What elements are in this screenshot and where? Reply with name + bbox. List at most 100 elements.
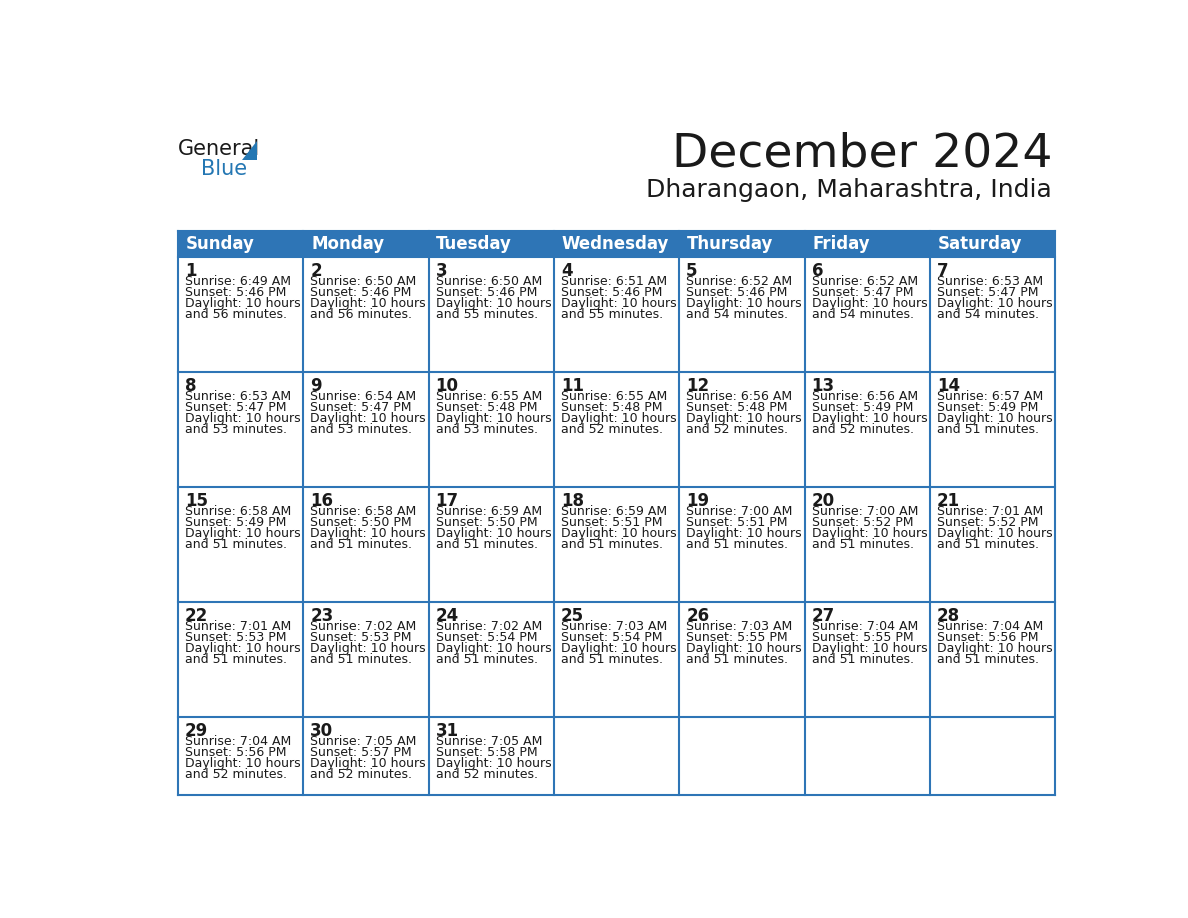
Text: Daylight: 10 hours: Daylight: 10 hours	[811, 297, 927, 310]
Text: and 56 minutes.: and 56 minutes.	[310, 308, 412, 321]
Text: Sunrise: 6:59 AM: Sunrise: 6:59 AM	[436, 505, 542, 518]
Text: Blue: Blue	[201, 160, 247, 179]
Text: Daylight: 10 hours: Daylight: 10 hours	[937, 527, 1053, 540]
Bar	[804, 487, 930, 602]
Text: and 51 minutes.: and 51 minutes.	[937, 538, 1038, 551]
Text: Sunset: 5:46 PM: Sunset: 5:46 PM	[185, 285, 286, 298]
Text: and 52 minutes.: and 52 minutes.	[436, 768, 538, 781]
Bar	[680, 602, 804, 717]
Text: Sunset: 5:52 PM: Sunset: 5:52 PM	[811, 516, 914, 529]
Text: Daylight: 10 hours: Daylight: 10 hours	[185, 412, 301, 425]
Text: 15: 15	[185, 492, 208, 509]
Bar	[554, 717, 680, 796]
Text: Tuesday: Tuesday	[436, 235, 512, 253]
Text: Daylight: 10 hours: Daylight: 10 hours	[185, 297, 301, 310]
Text: and 54 minutes.: and 54 minutes.	[937, 308, 1038, 321]
Text: 28: 28	[937, 607, 960, 625]
Bar	[804, 372, 930, 487]
Text: and 54 minutes.: and 54 minutes.	[811, 308, 914, 321]
Text: Sunset: 5:49 PM: Sunset: 5:49 PM	[811, 401, 912, 414]
Text: Sunset: 5:47 PM: Sunset: 5:47 PM	[937, 285, 1038, 298]
Bar	[680, 717, 804, 796]
Text: Sunset: 5:47 PM: Sunset: 5:47 PM	[185, 401, 286, 414]
Text: Sunset: 5:51 PM: Sunset: 5:51 PM	[561, 516, 663, 529]
Text: Thursday: Thursday	[687, 235, 773, 253]
Text: Sunset: 5:47 PM: Sunset: 5:47 PM	[811, 285, 914, 298]
Text: Sunrise: 7:00 AM: Sunrise: 7:00 AM	[687, 505, 792, 518]
Text: 5: 5	[687, 262, 697, 280]
Text: Daylight: 10 hours: Daylight: 10 hours	[561, 642, 676, 655]
Text: Daylight: 10 hours: Daylight: 10 hours	[310, 297, 425, 310]
Bar	[930, 372, 1055, 487]
Text: and 55 minutes.: and 55 minutes.	[436, 308, 538, 321]
Text: Sunrise: 7:04 AM: Sunrise: 7:04 AM	[937, 620, 1043, 633]
Bar	[930, 257, 1055, 372]
Text: Daylight: 10 hours: Daylight: 10 hours	[937, 412, 1053, 425]
Text: 29: 29	[185, 722, 208, 740]
Text: and 51 minutes.: and 51 minutes.	[811, 538, 914, 551]
Text: Daylight: 10 hours: Daylight: 10 hours	[937, 297, 1053, 310]
Text: and 56 minutes.: and 56 minutes.	[185, 308, 287, 321]
Text: Sunrise: 6:54 AM: Sunrise: 6:54 AM	[310, 389, 416, 403]
Text: December 2024: December 2024	[671, 131, 1053, 177]
Text: Daylight: 10 hours: Daylight: 10 hours	[687, 527, 802, 540]
Bar	[429, 257, 554, 372]
Text: 22: 22	[185, 607, 208, 625]
Text: 11: 11	[561, 377, 584, 395]
Text: Sunrise: 7:01 AM: Sunrise: 7:01 AM	[185, 620, 291, 633]
Bar	[178, 231, 1055, 257]
Text: 24: 24	[436, 607, 459, 625]
Text: 26: 26	[687, 607, 709, 625]
Text: Sunset: 5:52 PM: Sunset: 5:52 PM	[937, 516, 1038, 529]
Bar	[178, 372, 303, 487]
Text: 3: 3	[436, 262, 447, 280]
Text: Sunrise: 7:03 AM: Sunrise: 7:03 AM	[561, 620, 668, 633]
Text: Wednesday: Wednesday	[562, 235, 669, 253]
Bar	[680, 487, 804, 602]
Text: and 53 minutes.: and 53 minutes.	[436, 423, 538, 436]
Bar	[804, 602, 930, 717]
Text: Daylight: 10 hours: Daylight: 10 hours	[310, 527, 425, 540]
Text: 31: 31	[436, 722, 459, 740]
Polygon shape	[241, 141, 257, 161]
Text: Daylight: 10 hours: Daylight: 10 hours	[436, 412, 551, 425]
Text: Sunrise: 6:49 AM: Sunrise: 6:49 AM	[185, 274, 291, 287]
Text: Sunrise: 7:05 AM: Sunrise: 7:05 AM	[436, 734, 542, 747]
Text: and 51 minutes.: and 51 minutes.	[687, 538, 789, 551]
Text: Sunset: 5:46 PM: Sunset: 5:46 PM	[436, 285, 537, 298]
Text: 25: 25	[561, 607, 584, 625]
Text: Daylight: 10 hours: Daylight: 10 hours	[436, 297, 551, 310]
Text: 30: 30	[310, 722, 334, 740]
Text: 9: 9	[310, 377, 322, 395]
Text: 14: 14	[937, 377, 960, 395]
Text: Sunrise: 7:05 AM: Sunrise: 7:05 AM	[310, 734, 417, 747]
Bar	[303, 372, 429, 487]
Text: Sunset: 5:54 PM: Sunset: 5:54 PM	[436, 631, 537, 644]
Text: Sunrise: 7:02 AM: Sunrise: 7:02 AM	[310, 620, 417, 633]
Text: Daylight: 10 hours: Daylight: 10 hours	[310, 757, 425, 770]
Text: Sunrise: 7:01 AM: Sunrise: 7:01 AM	[937, 505, 1043, 518]
Text: Sunrise: 6:58 AM: Sunrise: 6:58 AM	[310, 505, 417, 518]
Text: Sunrise: 6:55 AM: Sunrise: 6:55 AM	[561, 389, 668, 403]
Text: 12: 12	[687, 377, 709, 395]
Text: Daylight: 10 hours: Daylight: 10 hours	[185, 527, 301, 540]
Text: and 52 minutes.: and 52 minutes.	[687, 423, 789, 436]
Text: Sunset: 5:53 PM: Sunset: 5:53 PM	[185, 631, 286, 644]
Text: General: General	[178, 140, 260, 160]
Bar	[554, 372, 680, 487]
Text: Sunset: 5:56 PM: Sunset: 5:56 PM	[937, 631, 1038, 644]
Text: 7: 7	[937, 262, 948, 280]
Text: 27: 27	[811, 607, 835, 625]
Text: and 51 minutes.: and 51 minutes.	[310, 653, 412, 666]
Bar	[680, 372, 804, 487]
Text: Sunset: 5:48 PM: Sunset: 5:48 PM	[561, 401, 663, 414]
Text: 19: 19	[687, 492, 709, 509]
Bar	[178, 602, 303, 717]
Text: Sunrise: 7:00 AM: Sunrise: 7:00 AM	[811, 505, 918, 518]
Bar	[178, 487, 303, 602]
Text: Sunset: 5:46 PM: Sunset: 5:46 PM	[310, 285, 411, 298]
Text: Daylight: 10 hours: Daylight: 10 hours	[811, 642, 927, 655]
Text: and 53 minutes.: and 53 minutes.	[310, 423, 412, 436]
Text: Sunset: 5:46 PM: Sunset: 5:46 PM	[687, 285, 788, 298]
Text: and 51 minutes.: and 51 minutes.	[185, 538, 287, 551]
